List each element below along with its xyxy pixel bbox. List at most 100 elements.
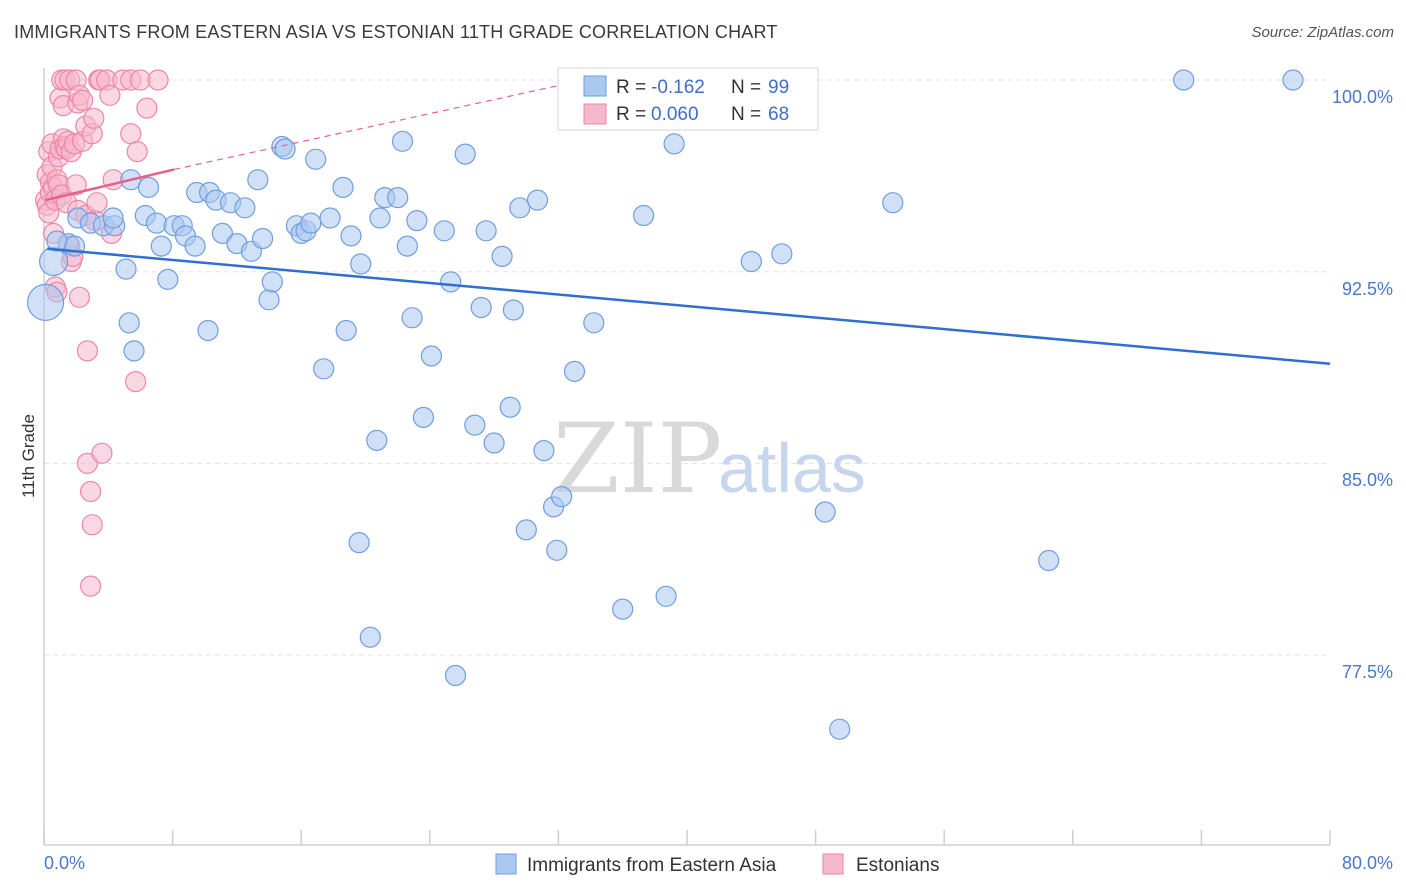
eastern-asia-point-58 xyxy=(406,210,428,232)
eastern-asia-point-13 xyxy=(123,340,145,362)
eastern-asia-point-66 xyxy=(470,296,492,319)
stats-legend-pink-n-value: 68 xyxy=(768,104,789,125)
estonians-point-40 xyxy=(71,89,94,112)
eastern-asia-point-64 xyxy=(454,143,476,165)
watermark: ZIP atlas xyxy=(553,403,866,515)
eastern-asia-point-93 xyxy=(882,192,904,214)
eastern-asia-point-41 xyxy=(300,212,322,234)
estonians-point-45 xyxy=(76,452,99,474)
eastern-asia-point-85 xyxy=(655,585,677,607)
eastern-asia-point-51 xyxy=(366,429,388,451)
eastern-asia-point-80 xyxy=(583,312,605,334)
eastern-asia-point-91 xyxy=(814,501,836,523)
estonians-point-35 xyxy=(65,174,87,196)
estonians-point-62 xyxy=(120,123,142,145)
eastern-asia-point-63 xyxy=(444,664,467,687)
chart-title: IMMIGRANTS FROM EASTERN ASIA VS ESTONIAN… xyxy=(14,22,778,42)
eastern-asia-point-10 xyxy=(115,258,137,280)
stats-legend-blue-n-label: N = xyxy=(731,77,761,98)
bottom-legend-blue-label: Immigrants from Eastern Asia xyxy=(527,855,777,876)
eastern-asia-point-48 xyxy=(348,531,370,554)
eastern-asia-point-52 xyxy=(369,207,391,229)
estonians-point-63 xyxy=(125,371,147,393)
stats-legend-pink-r-value: 0.060 xyxy=(651,104,699,125)
eastern-asia-point-11 xyxy=(118,312,140,334)
stats-legend-pink-n-label: N = xyxy=(731,104,761,125)
eastern-asia-point-59 xyxy=(412,406,434,428)
y-tick-label-77-5: 77.5% xyxy=(1342,662,1393,682)
eastern-asia-point-67 xyxy=(475,220,497,242)
eastern-asia-point-37 xyxy=(274,138,296,160)
bottom-legend-blue-swatch xyxy=(495,853,517,875)
eastern-asia-point-18 xyxy=(157,268,179,290)
eastern-asia-point-72 xyxy=(509,197,531,219)
gridlines xyxy=(44,79,1330,656)
eastern-asia-point-15 xyxy=(137,176,160,198)
eastern-asia-point-3 xyxy=(63,235,86,257)
stats-legend-blue-r-label: R = xyxy=(616,77,646,98)
stats-legend-blue-n-value: 99 xyxy=(768,77,789,98)
eastern-asia-point-57 xyxy=(401,307,423,329)
eastern-asia-point-35 xyxy=(261,271,283,293)
y-tick-label-85: 85.0% xyxy=(1342,470,1393,490)
estonians-point-39 xyxy=(68,286,91,308)
eastern-asia-point-73 xyxy=(515,519,537,541)
eastern-asia-point-71 xyxy=(502,299,525,321)
y-tick-label-92-5: 92.5% xyxy=(1342,279,1393,299)
eastern-asia-point-47 xyxy=(340,225,362,247)
stats-legend-pink-r-label: R = xyxy=(616,104,646,125)
eastern-asia-point-56 xyxy=(396,235,418,257)
eastern-asia-trend-line xyxy=(47,247,1331,365)
stats-legend: R = -0.162 N = 99 R = 0.060 N = 68 xyxy=(557,67,819,131)
eastern-asia-point-16 xyxy=(145,212,168,234)
eastern-asia-point-88 xyxy=(740,250,762,273)
eastern-asia-point-79 xyxy=(563,360,586,382)
eastern-asia-point-50 xyxy=(359,626,381,648)
stats-legend-pink-swatch xyxy=(583,103,607,125)
eastern-asia-point-94 xyxy=(1038,549,1060,572)
eastern-asia-point-17 xyxy=(150,235,172,257)
eastern-asia-point-33 xyxy=(252,227,274,250)
estonians-point-47 xyxy=(81,514,103,536)
stats-legend-blue-r-value: -0.162 xyxy=(651,77,705,98)
estonians-point-50 xyxy=(83,107,105,129)
eastern-asia-point-30 xyxy=(234,197,256,219)
bottom-legend-pink-swatch xyxy=(822,853,844,875)
eastern-asia-point-46 xyxy=(335,319,357,342)
eastern-asia-point-74 xyxy=(526,189,549,211)
eastern-asia-point-92 xyxy=(829,718,851,740)
estonians-point-44 xyxy=(76,340,99,362)
eastern-asia-point-82 xyxy=(632,204,655,227)
eastern-asia-point-43 xyxy=(313,358,335,380)
trend-lines xyxy=(45,69,1331,365)
tick-labels: 100.0% 92.5% 85.0% 77.5% 0.0% 80.0% 11th… xyxy=(19,87,1393,873)
x-tick-label-min: 0.0% xyxy=(44,853,85,873)
eastern-asia-point-86 xyxy=(663,133,685,155)
eastern-asia-point-42 xyxy=(305,148,327,170)
estonians-point-55 xyxy=(91,442,113,464)
bottom-legend: Immigrants from Eastern Asia Estonians xyxy=(495,853,939,876)
eastern-asia-point-69 xyxy=(491,245,513,267)
estonians-point-48 xyxy=(79,575,102,597)
estonians-point-67 xyxy=(147,69,169,91)
eastern-asia-point-77 xyxy=(546,539,568,561)
eastern-asia-point-34 xyxy=(258,289,280,311)
eastern-asia-point-90 xyxy=(771,243,793,265)
estonians-point-65 xyxy=(129,69,151,91)
eastern-asia-point-44 xyxy=(319,207,341,229)
eastern-asia-point-75 xyxy=(533,440,555,462)
y-axis-title: 11th Grade xyxy=(19,414,38,498)
eastern-asia-point-81 xyxy=(612,598,634,620)
eastern-asia-point-68 xyxy=(483,432,505,454)
eastern-asia-point-54 xyxy=(387,187,409,209)
estonians-point-64 xyxy=(126,141,148,163)
eastern-asia-point-4 xyxy=(46,230,68,252)
estonians-point-46 xyxy=(79,480,102,503)
eastern-asia-point-32 xyxy=(247,169,269,191)
eastern-asia-point-9 xyxy=(102,207,124,229)
source-credit: Source: ZipAtlas.com xyxy=(1251,24,1394,41)
eastern-asia-point-0 xyxy=(26,283,65,321)
x-tick-label-max: 80.0% xyxy=(1342,853,1393,873)
eastern-asia-point-45 xyxy=(332,176,354,198)
